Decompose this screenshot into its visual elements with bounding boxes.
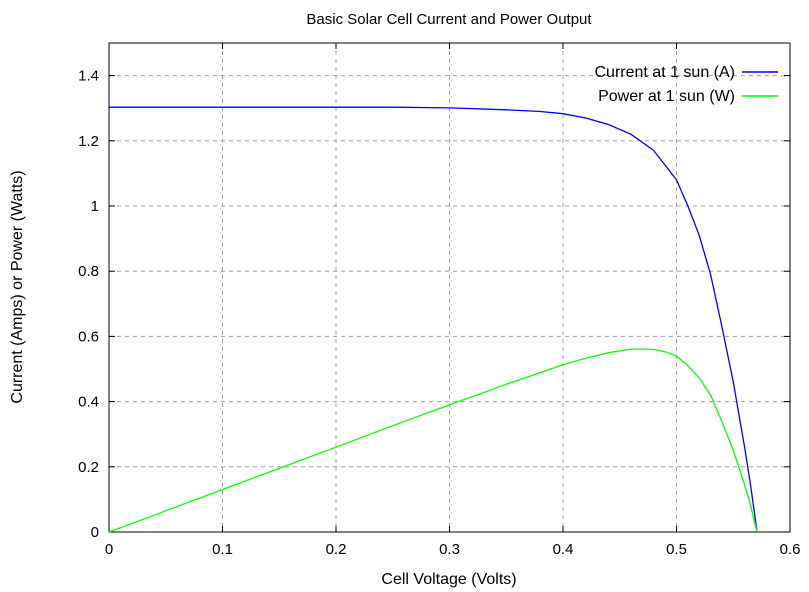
y-tick-label: 1.4 (78, 68, 99, 85)
x-axis-label: Cell Voltage (Volts) (381, 571, 516, 588)
x-tick-label: 0.1 (212, 541, 233, 558)
y-tick-label: 1 (91, 198, 99, 215)
axis-ticks: 0 0.1 0.2 0.3 0.4 0.5 0.6 0 0.2 0.4 0.6 0.8 1 1.2 1.4 (78, 43, 800, 558)
y-tick-label: 0.2 (78, 459, 99, 476)
y-tick-label: 0.4 (78, 394, 99, 411)
legend-label-current: Current at 1 sun (A) (595, 64, 736, 81)
x-tick-label: 0.3 (439, 541, 460, 558)
y-tick-label: 0.6 (78, 328, 99, 345)
y-tick-label: 0 (91, 524, 99, 541)
y-tick-label: 0.8 (78, 263, 99, 280)
y-tick-label: 1.2 (78, 133, 99, 150)
legend: Current at 1 sun (A) Power at 1 sun (W) (595, 64, 778, 105)
legend-label-power: Power at 1 sun (W) (598, 88, 735, 105)
y-axis-label: Current (Amps) or Power (Watts) (9, 170, 26, 403)
power-series-line (108, 348, 758, 533)
x-tick-label: 0.2 (326, 541, 347, 558)
chart-title: Basic Solar Cell Current and Power Outpu… (306, 11, 592, 28)
x-tick-label: 0.4 (553, 541, 574, 558)
x-tick-label: 0.5 (666, 541, 687, 558)
x-tick-label: 0.6 (780, 541, 801, 558)
series-group (108, 106, 758, 533)
x-tick-label: 0 (105, 541, 113, 558)
current-series-line (109, 106, 758, 533)
grid (109, 43, 790, 532)
